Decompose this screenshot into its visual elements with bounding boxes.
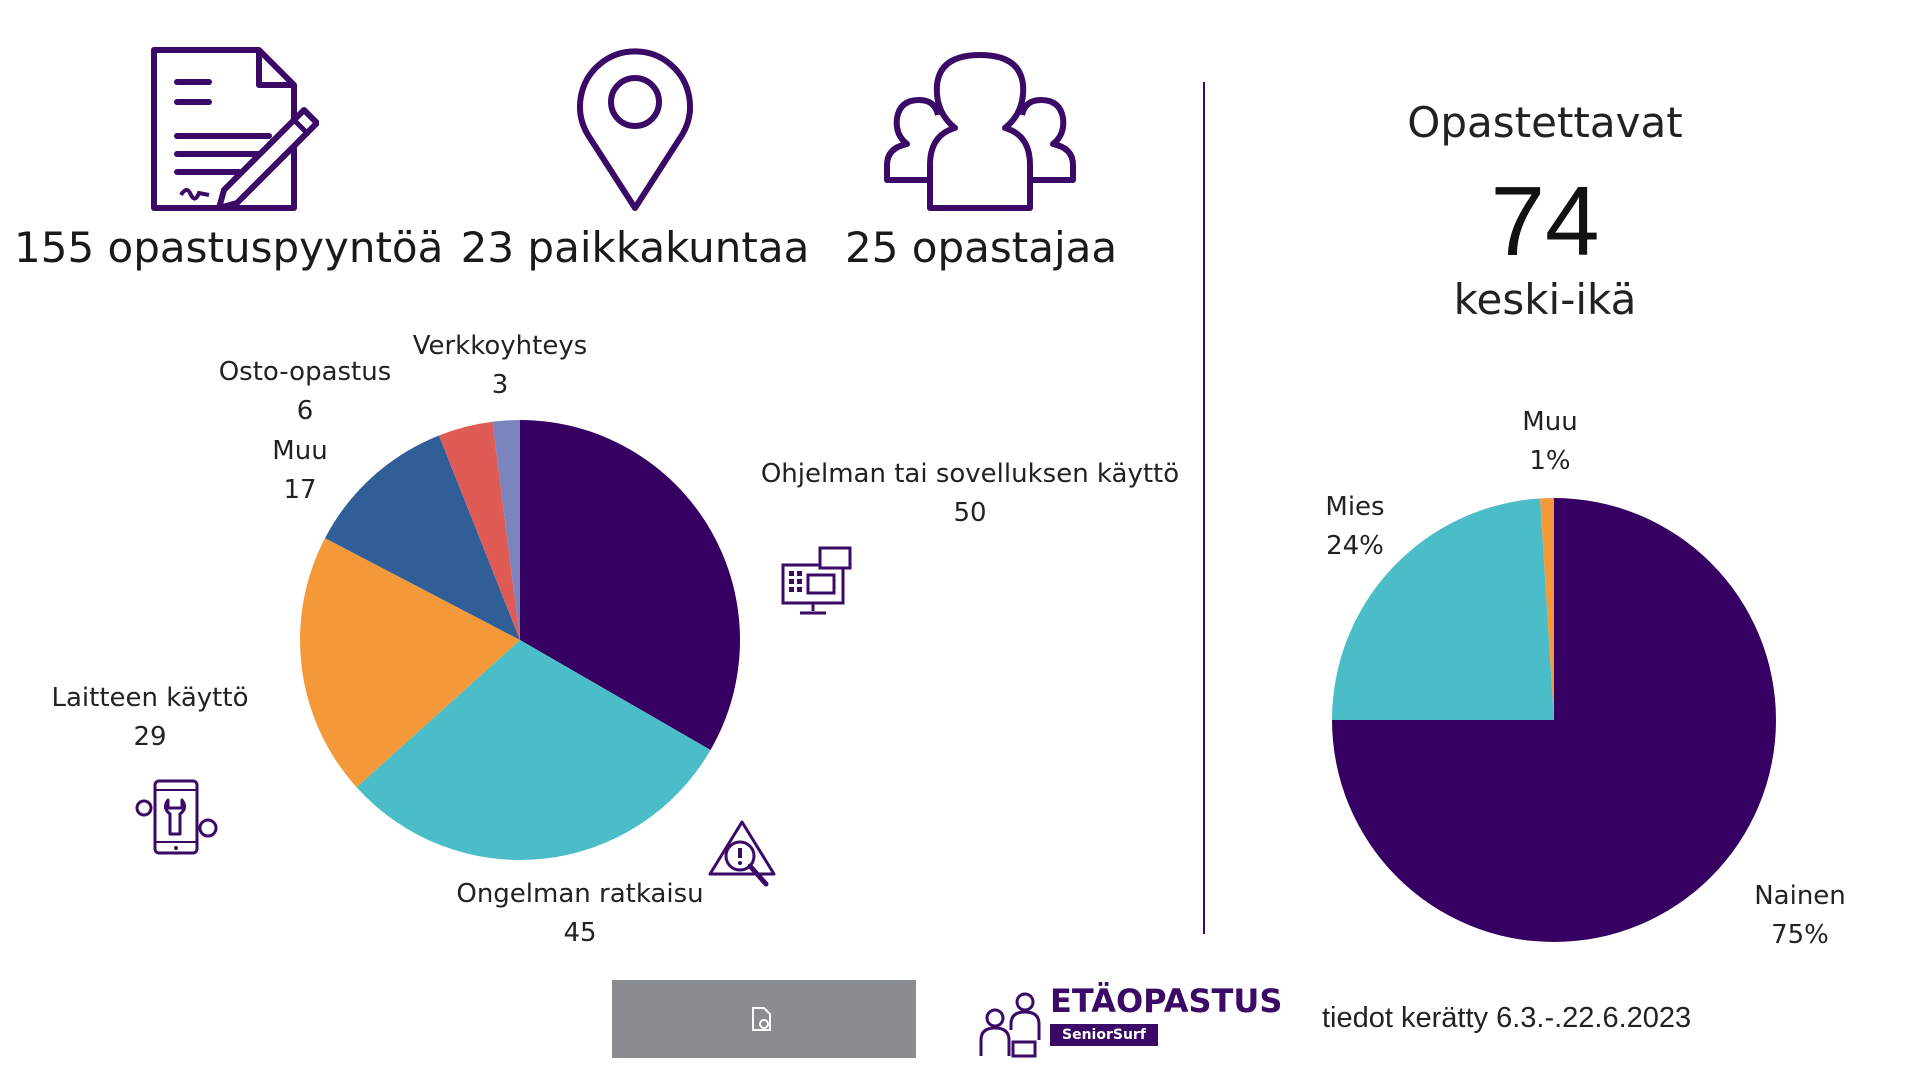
brand-sub: SeniorSurf	[1050, 1024, 1158, 1046]
stat-guides-label: 25 opastajaa	[845, 223, 1118, 272]
warning-magnifier-icon	[708, 820, 776, 887]
gender-slice-2	[1540, 498, 1554, 720]
participants-title: Opastettavat	[1407, 98, 1683, 147]
pie-label-other-gender-value: 1%	[1529, 446, 1571, 476]
pie-label-network-value: 3	[491, 370, 509, 400]
brand-logo: ETÄOPASTUS SeniorSurf	[975, 980, 1282, 1060]
pie-label-problem-value: 45	[563, 918, 597, 948]
pie-label-other-gender: Muu 1%	[1495, 403, 1605, 481]
pie-label-female-name: Nainen	[1754, 881, 1846, 911]
pie-label-shopping: Osto-opastus 6	[205, 353, 405, 431]
topics-slice-5	[492, 420, 520, 640]
gender-slice-1	[1332, 498, 1554, 720]
stat-guides: 25 opastajaa	[845, 40, 1118, 272]
pie-label-female: Nainen 75%	[1730, 877, 1870, 955]
footer-bar	[612, 980, 916, 1058]
average-age-value: 74	[1490, 166, 1600, 276]
pie-label-male-name: Mies	[1325, 492, 1385, 522]
topics-slice-2	[300, 538, 520, 788]
pie-label-other: Muu 17	[250, 432, 350, 510]
vertical-divider	[1203, 82, 1205, 934]
data-collected-note: tiedot kerätty 6.3.-.22.6.2023	[1322, 1002, 1692, 1034]
pie-label-device: Laitteen käyttö 29	[30, 679, 270, 757]
gender-pie-chart	[1332, 498, 1776, 942]
pie-label-male-value: 24%	[1326, 531, 1384, 561]
computer-apps-icon	[781, 546, 852, 615]
group-icon	[884, 52, 1076, 211]
pie-label-other-value: 17	[283, 475, 317, 505]
stat-places-label: 23 paikkakuntaa	[460, 223, 810, 272]
average-age-label: keski-ikä	[1453, 275, 1637, 324]
pie-label-network-name: Verkkoyhteys	[412, 331, 588, 361]
pie-label-other-gender-name: Muu	[1522, 407, 1578, 437]
topics-slice-0	[520, 420, 740, 750]
pie-label-shopping-value: 6	[296, 396, 314, 426]
topics-slice-3	[325, 435, 520, 640]
pie-label-software: Ohjelman tai sovelluksen käyttö 50	[735, 455, 1205, 533]
pie-label-problem: Ongelman ratkaisu 45	[430, 875, 730, 953]
stat-requests-label: 155 opastuspyyntöä	[14, 223, 444, 272]
pie-label-network: Verkkoyhteys 3	[400, 327, 600, 405]
pie-label-other-name: Muu	[272, 436, 328, 466]
phone-gears-icon	[135, 779, 218, 855]
pie-label-software-name: Ohjelman tai sovelluksen käyttö	[760, 459, 1180, 489]
brand-name: ETÄOPASTUS	[1050, 982, 1283, 1020]
pie-label-shopping-name: Osto-opastus	[218, 357, 392, 387]
document-signature-icon	[151, 47, 319, 211]
topics-pie-chart	[300, 420, 740, 860]
stat-requests: 155 opastuspyyntöä	[14, 40, 444, 272]
pie-label-device-name: Laitteen käyttö	[51, 683, 249, 713]
pie-label-problem-name: Ongelman ratkaisu	[456, 879, 704, 909]
document-icon	[750, 1006, 772, 1032]
topics-slice-1	[356, 640, 711, 860]
topics-slice-4	[439, 421, 520, 640]
location-pin-icon	[577, 48, 693, 211]
people-support-icon	[979, 992, 1041, 1058]
pie-label-male: Mies 24%	[1300, 488, 1410, 566]
pie-label-software-value: 50	[953, 498, 987, 528]
pie-label-device-value: 29	[133, 722, 167, 752]
pie-label-female-value: 75%	[1771, 920, 1829, 950]
stat-places: 23 paikkakuntaa	[460, 40, 810, 272]
